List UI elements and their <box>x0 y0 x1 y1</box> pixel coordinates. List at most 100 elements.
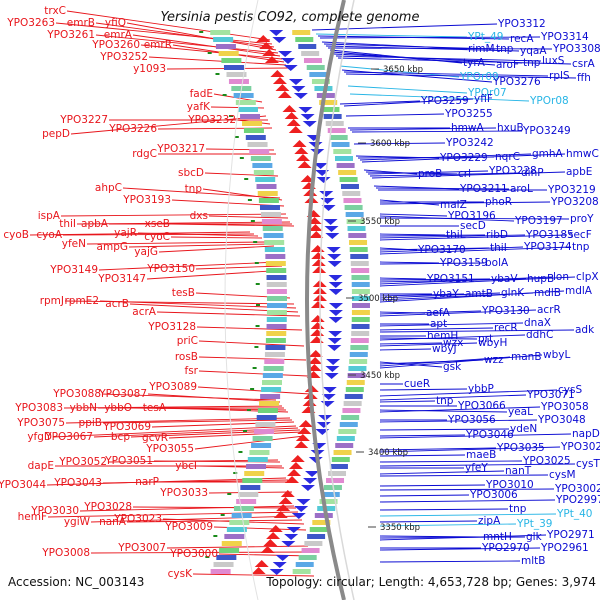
feature-block-right <box>351 317 370 322</box>
left-gene-label: thiI <box>59 218 76 230</box>
right-gene-label: yqaA <box>520 45 547 57</box>
forward-feature-triangle <box>295 434 310 441</box>
forward-feature-triangle <box>262 49 277 56</box>
left-leader-line <box>102 419 293 424</box>
feature-block-left <box>235 100 256 105</box>
left-gene-label: cyoA <box>36 229 62 241</box>
left-leader-line <box>168 431 303 439</box>
right-leader-line <box>379 400 436 403</box>
reverse-feature-triangle <box>284 534 299 540</box>
right-leader-line <box>379 292 501 299</box>
reverse-feature-triangle <box>328 303 343 309</box>
right-gene-label: YPO3071 <box>526 389 575 401</box>
right-gene-label: tnp <box>523 57 541 69</box>
reverse-feature-triangle <box>291 86 306 92</box>
feature-block-right <box>326 478 345 483</box>
right-leader-line <box>379 494 470 497</box>
left-leader-line <box>98 261 279 271</box>
feature-block-right <box>314 513 333 518</box>
right-leader-line <box>361 153 566 163</box>
left-gene-label: cysK <box>168 568 193 580</box>
feature-marker <box>199 31 204 33</box>
right-leader-line <box>379 428 510 431</box>
feature-marker <box>254 346 259 348</box>
feature-block-right <box>301 51 320 56</box>
feature-marker <box>246 409 251 411</box>
right-gene-label: YPO3002 <box>554 483 600 495</box>
reverse-feature-triangle <box>286 527 301 533</box>
right-gene-label: proY <box>570 213 594 225</box>
right-leader-line <box>379 342 443 345</box>
reverse-feature-triangle <box>300 114 315 120</box>
right-gene-label: glnK <box>501 287 525 299</box>
right-gene-label: YPO3308 <box>552 43 600 55</box>
left-gene-label: YPO3075 <box>16 417 65 429</box>
right-leader-line <box>379 409 508 413</box>
right-gene-label: wzz <box>484 354 504 366</box>
left-leader-line <box>192 573 315 577</box>
right-gene-label: YPO3276 <box>492 76 541 88</box>
kbp-marker-label: 3450 kbp <box>360 371 400 381</box>
feature-block-left <box>256 415 277 420</box>
right-gene-label: ddhC <box>526 329 553 341</box>
right-gene-label: YPO3197 <box>514 215 563 227</box>
right-leader-line <box>379 474 549 477</box>
right-leader-line <box>339 100 421 105</box>
right-gene-label: gsk <box>443 361 462 373</box>
right-leader-line <box>379 356 511 367</box>
reverse-feature-triangle <box>327 254 342 260</box>
summary-text: Topology: circular; Length: 4,653,728 bp… <box>265 575 596 589</box>
map-title: Yersinia pestis CO92, complete genome <box>161 10 420 25</box>
right-gene-label: YPt_49 <box>467 31 503 43</box>
feature-block-left <box>251 443 272 448</box>
feature-block-left <box>237 107 258 112</box>
feature-block-right <box>342 408 361 413</box>
feature-block-left <box>266 282 287 287</box>
right-leader-line <box>379 535 483 538</box>
left-gene-label: acrB <box>105 298 129 310</box>
right-gene-label: secF <box>568 229 592 241</box>
kbp-marker-label: 3550 kbp <box>360 217 400 227</box>
right-gene-label: YPO3174 <box>523 241 572 253</box>
feature-block-left <box>252 163 273 168</box>
feature-block-left <box>257 408 278 413</box>
feature-block-right <box>321 107 340 112</box>
right-gene-label: cysS <box>558 384 582 396</box>
right-gene-label: YPO3185 <box>525 229 574 241</box>
feature-block-left <box>265 254 286 259</box>
right-gene-label: YPO3255 <box>444 108 493 120</box>
left-gene-label: YPO3069 <box>102 421 151 433</box>
forward-feature-triangle <box>310 322 325 329</box>
left-leader-line <box>197 386 311 395</box>
left-leader-line <box>65 417 291 424</box>
left-gene-label: y1093 <box>133 63 166 75</box>
right-leader-line <box>379 329 575 333</box>
reverse-feature-triangle <box>296 499 311 505</box>
right-leader-line <box>349 127 497 131</box>
forward-feature-triangle <box>286 119 301 126</box>
right-leader-line <box>311 23 498 31</box>
left-gene-label: ybbO <box>104 402 132 414</box>
feature-block-right <box>339 177 358 182</box>
forward-feature-triangle <box>254 560 269 567</box>
forward-feature-triangle <box>251 567 266 574</box>
feature-block-right <box>309 72 328 77</box>
feature-block-right <box>346 380 365 385</box>
left-leader-line <box>79 505 295 512</box>
right-leader-line <box>379 310 482 315</box>
feature-block-left <box>257 191 278 196</box>
right-leader-line <box>339 65 460 78</box>
feature-block-right <box>307 534 326 539</box>
right-gene-label: thiL <box>446 229 466 241</box>
left-gene-label: YPO3033 <box>159 487 208 499</box>
right-gene-label: YPO2961 <box>540 542 589 554</box>
kbp-marker-label: 3350 kbp <box>380 523 420 533</box>
right-leader-line <box>379 278 491 281</box>
feature-block-left <box>266 324 287 329</box>
feature-block-right <box>333 149 352 154</box>
feature-block-right <box>351 331 370 336</box>
left-gene-label: priC <box>177 335 198 347</box>
left-gene-label: fadE <box>190 88 213 100</box>
reverse-feature-triangle <box>325 233 340 239</box>
